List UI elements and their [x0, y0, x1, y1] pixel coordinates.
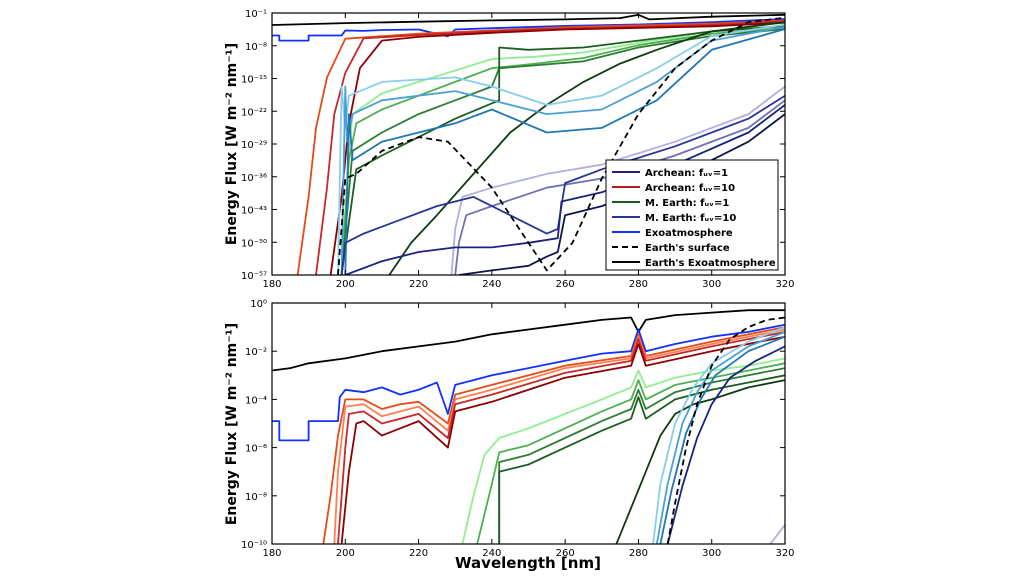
x-tick-label: 180 — [262, 548, 281, 559]
series-line-15 — [340, 94, 785, 275]
top-x-axis: 180 200 220 240 260 280 300 320 — [262, 13, 795, 290]
legend-label: Earth's surface — [645, 243, 730, 254]
x-tick-label: 240 — [482, 279, 501, 290]
x-tick-label: 260 — [556, 548, 575, 559]
bottom-y-axis-label: Energy Flux [W m⁻² nm⁻¹] — [224, 323, 240, 525]
series-line-2 — [296, 19, 785, 275]
series-line-4 — [329, 21, 785, 275]
y-tick-label: 10⁻⁴ — [245, 395, 267, 406]
series-line-16 — [666, 316, 785, 544]
x-tick-label: 220 — [409, 279, 428, 290]
x-tick-label: 320 — [775, 279, 794, 290]
series-line-13 — [450, 85, 785, 275]
series-line-10 — [615, 379, 785, 544]
x-tick-label: 260 — [556, 279, 575, 290]
series-line-4 — [337, 331, 785, 544]
bottom-x-axis: 180 200 220 240 260 280 300 320 — [262, 303, 795, 559]
y-tick-label: 10⁻⁵⁰ — [241, 238, 267, 249]
series-line-13 — [659, 335, 785, 544]
y-tick-label: 10⁻⁸ — [245, 492, 267, 503]
legend-label: M. Earth: fᵤᵥ=10 — [645, 213, 736, 224]
x-tick-label: 180 — [262, 279, 281, 290]
y-tick-label: 10⁻⁴³ — [241, 206, 267, 217]
x-tick-label: 320 — [775, 548, 794, 559]
y-tick-label: 10⁻¹⁵ — [241, 75, 267, 86]
chart-top: 180 200 220 240 260 280 300 320 10⁻⁵⁷ 10⁻⁵⁰ 10⁻⁴³… — [224, 9, 795, 290]
series-line-3 — [315, 20, 785, 275]
bottom-y-axis: 10⁻¹⁰ 10⁻⁸ 10⁻⁶ 10⁻⁴ 10⁻² 10⁰ — [241, 299, 785, 551]
x-tick-label: 280 — [629, 279, 648, 290]
series-line-1 — [272, 18, 785, 42]
legend: Archean: fᵤᵥ=1 Archean: fᵤᵥ=10 M. Earth: f… — [605, 159, 779, 271]
legend-label: Archean: fᵤᵥ=10 — [645, 183, 735, 194]
series-line-0 — [272, 309, 785, 372]
series-line-15 — [769, 524, 785, 544]
x-tick-label: 200 — [336, 548, 355, 559]
series-line-12 — [655, 331, 785, 544]
series-line-8 — [340, 25, 785, 275]
legend-label: Exoatmosphere — [645, 228, 733, 239]
legend-box — [605, 159, 779, 271]
y-tick-label: 10⁻² — [245, 347, 267, 358]
series-line-0 — [272, 13, 785, 26]
series-line-6 — [340, 27, 785, 275]
y-tick-label: 10⁰ — [250, 299, 267, 310]
x-tick-label: 240 — [482, 548, 501, 559]
top-series-group — [272, 13, 785, 275]
legend-label: Earth's Exoatmosphere — [645, 258, 776, 269]
legend-label: Archean: fᵤᵥ=1 — [645, 168, 728, 179]
series-line-12 — [344, 28, 785, 275]
series-line-14 — [454, 99, 785, 275]
y-tick-label: 10⁻⁶ — [245, 444, 267, 455]
top-y-axis: 10⁻⁵⁷ 10⁻⁵⁰ 10⁻⁴³ 10⁻³⁶ 10⁻²⁹ 10⁻²² 10⁻¹⁵ 10⁻⁸ 1… — [241, 9, 785, 282]
y-tick-label: 10⁻²² — [241, 107, 267, 118]
series-line-5 — [340, 335, 785, 544]
y-tick-label: 10⁻¹⁰ — [241, 540, 267, 551]
series-line-7 — [340, 28, 785, 275]
y-tick-label: 10⁻⁸ — [245, 42, 267, 53]
series-line-9 — [498, 374, 785, 544]
series-line-7 — [476, 362, 785, 544]
bottom-plot-frame — [271, 302, 786, 545]
series-line-16 — [344, 104, 785, 275]
y-tick-label: 10⁻¹ — [245, 9, 267, 20]
y-tick-label: 10⁻⁵⁷ — [241, 271, 267, 282]
y-tick-label: 10⁻²⁹ — [241, 140, 267, 151]
series-line-14 — [666, 345, 785, 544]
top-y-axis-label: Energy Flux [W m⁻² nm⁻¹] — [224, 43, 240, 245]
x-tick-label: 220 — [409, 548, 428, 559]
x-tick-label: 300 — [702, 279, 721, 290]
chart-bottom: 180 200 220 240 260 280 300 320 10⁻¹⁰10⁻⁸10⁻⁶10… — [224, 299, 795, 572]
x-tick-label: 300 — [702, 548, 721, 559]
y-tick-label: 10⁻³⁶ — [241, 173, 267, 184]
series-line-11 — [340, 25, 785, 275]
x-tick-label: 280 — [629, 548, 648, 559]
series-line-8 — [498, 367, 785, 544]
series-line-1 — [272, 323, 785, 442]
legend-label: M. Earth: fᵤᵥ=1 — [645, 198, 729, 209]
bottom-series-group — [272, 309, 785, 544]
series-line-6 — [461, 357, 785, 544]
x-axis-label: Wavelength [nm] — [455, 554, 601, 572]
x-tick-label: 200 — [336, 279, 355, 290]
series-line-11 — [652, 326, 785, 544]
series-line-18 — [337, 16, 785, 275]
